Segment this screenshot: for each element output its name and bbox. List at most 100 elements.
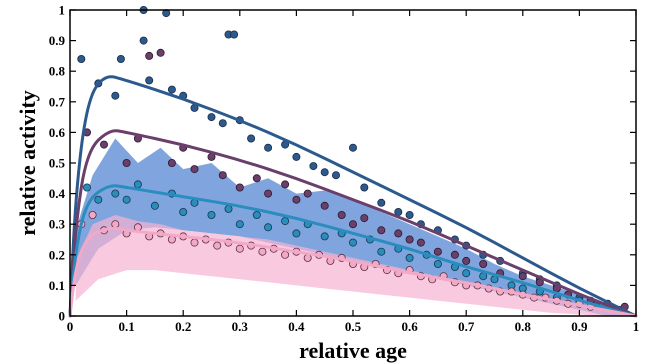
series-3-point-3 (111, 220, 120, 229)
series-1-point-13 (264, 189, 273, 198)
y-tick-label-8: 0.8 (49, 64, 66, 79)
series-2-point-0 (83, 183, 92, 192)
series-0-point-6 (145, 76, 154, 85)
series-2-point-9 (207, 210, 216, 219)
series-1-fit-line (68, 129, 638, 318)
series-2-point-2 (111, 189, 120, 198)
series-3-point-12 (213, 241, 222, 250)
series-1-point-15 (292, 195, 301, 204)
series-1-point-28 (479, 259, 488, 268)
series-1-point-18 (337, 210, 346, 219)
series-0-point-19 (292, 152, 301, 161)
series-2-point-7 (179, 207, 188, 216)
series-2-point-15 (292, 229, 301, 238)
series-1-point-25 (433, 247, 442, 256)
series-0-point-16 (247, 134, 256, 143)
confidence-bands (75, 138, 636, 316)
x-tick-label-3: 0.3 (232, 319, 249, 334)
series-2-point-25 (433, 259, 442, 268)
series-0-point-21 (320, 168, 329, 177)
series-2-point-23 (405, 253, 414, 262)
y-tick-label-7: 0.7 (49, 94, 66, 109)
axis-ticks: 0 0.1 0.2 0.3 0.4 0.5 0.6 0.7 0.8 0.9 1 0 0.1 0.2 0.3 0… (49, 3, 640, 335)
x-axis-title: relative age (299, 338, 407, 363)
series-0-point-3 (116, 55, 125, 64)
series-2-band (75, 138, 636, 316)
series-1-point-22 (394, 229, 403, 238)
y-tick-label-2: 0.2 (49, 247, 65, 262)
series-1-point-4 (145, 51, 154, 60)
series-2-point-10 (224, 204, 233, 213)
series-0-point-25 (377, 198, 386, 207)
x-tick-label-2: 0.2 (175, 319, 191, 334)
x-tick-label-9: 0.9 (571, 319, 588, 334)
series-1-point-12 (252, 174, 261, 183)
series-2-point-27 (462, 269, 471, 278)
series-2-point-3 (122, 195, 131, 204)
series-1-point-23 (405, 235, 414, 244)
series-1-point-6 (167, 158, 176, 167)
series-2-point-4 (133, 180, 142, 189)
series-0-point-17 (264, 143, 273, 152)
series-1-point-5 (156, 48, 165, 57)
y-tick-label-10: 1 (59, 3, 66, 18)
y-tick-label-0: 0 (59, 309, 66, 324)
series-2-fit-line (68, 184, 638, 318)
series-2-point-5 (150, 201, 159, 210)
x-tick-label-10: 1 (633, 319, 640, 334)
series-3-point-14 (235, 244, 244, 253)
series-1-point-10 (218, 171, 227, 180)
series-3-point-18 (281, 250, 290, 259)
x-tick-label-8: 0.8 (515, 319, 532, 334)
x-tick-label-6: 0.6 (401, 319, 418, 334)
series-0-fit-line (68, 75, 638, 318)
series-3-point-10 (190, 238, 199, 247)
series-0-point-8 (167, 85, 176, 94)
series-2-point-14 (281, 217, 290, 226)
series-1-point-17 (320, 201, 329, 210)
series-0-point-11 (207, 113, 216, 122)
x-tick-label-0: 0 (67, 319, 74, 334)
series-0-point-27 (405, 210, 414, 219)
series-1-point-19 (348, 220, 357, 229)
series-2-point-11 (235, 220, 244, 229)
series-0-point-14 (230, 30, 239, 39)
series-1-point-14 (281, 180, 290, 189)
y-tick-label-3: 0.3 (49, 217, 66, 232)
x-tick-label-4: 0.4 (288, 319, 305, 334)
series-0-point-12 (218, 119, 227, 128)
x-tick-label-1: 0.1 (118, 319, 134, 334)
series-1-point-8 (190, 165, 199, 174)
y-tick-label-5: 0.5 (49, 156, 66, 171)
y-axis-title: relative activity (15, 90, 40, 236)
series-1-point-26 (450, 250, 459, 259)
series-0-point-23 (348, 143, 357, 152)
series-1-point-11 (235, 183, 244, 192)
series-3-fit-line (68, 226, 638, 318)
y-tick-label-9: 0.9 (49, 33, 66, 48)
series-1-point-1 (100, 140, 109, 149)
series-0-point-5 (139, 36, 148, 45)
series-2-point-17 (320, 232, 329, 241)
x-tick-label-5: 0.5 (345, 319, 362, 334)
series-2-point-1 (94, 195, 103, 204)
series-0-point-20 (309, 162, 318, 171)
series-1-point-16 (303, 189, 312, 198)
series-2-point-13 (264, 223, 273, 232)
x-tick-label-7: 0.7 (458, 319, 475, 334)
series-0-point-22 (331, 171, 340, 180)
fit-curves (68, 75, 638, 318)
series-2-point-12 (252, 210, 261, 219)
y-tick-label-6: 0.6 (49, 125, 66, 140)
series-1-point-24 (416, 238, 425, 247)
series-2-point-19 (348, 238, 357, 247)
series-1-point-21 (377, 226, 386, 235)
series-2-point-21 (377, 247, 386, 256)
y-tick-label-4: 0.4 (49, 186, 66, 201)
series-0-point-24 (360, 183, 369, 192)
series-0-point-2 (111, 91, 120, 100)
series-0-point-0 (77, 55, 86, 64)
series-1-point-2 (122, 158, 131, 167)
series-1-point-30 (518, 272, 527, 281)
